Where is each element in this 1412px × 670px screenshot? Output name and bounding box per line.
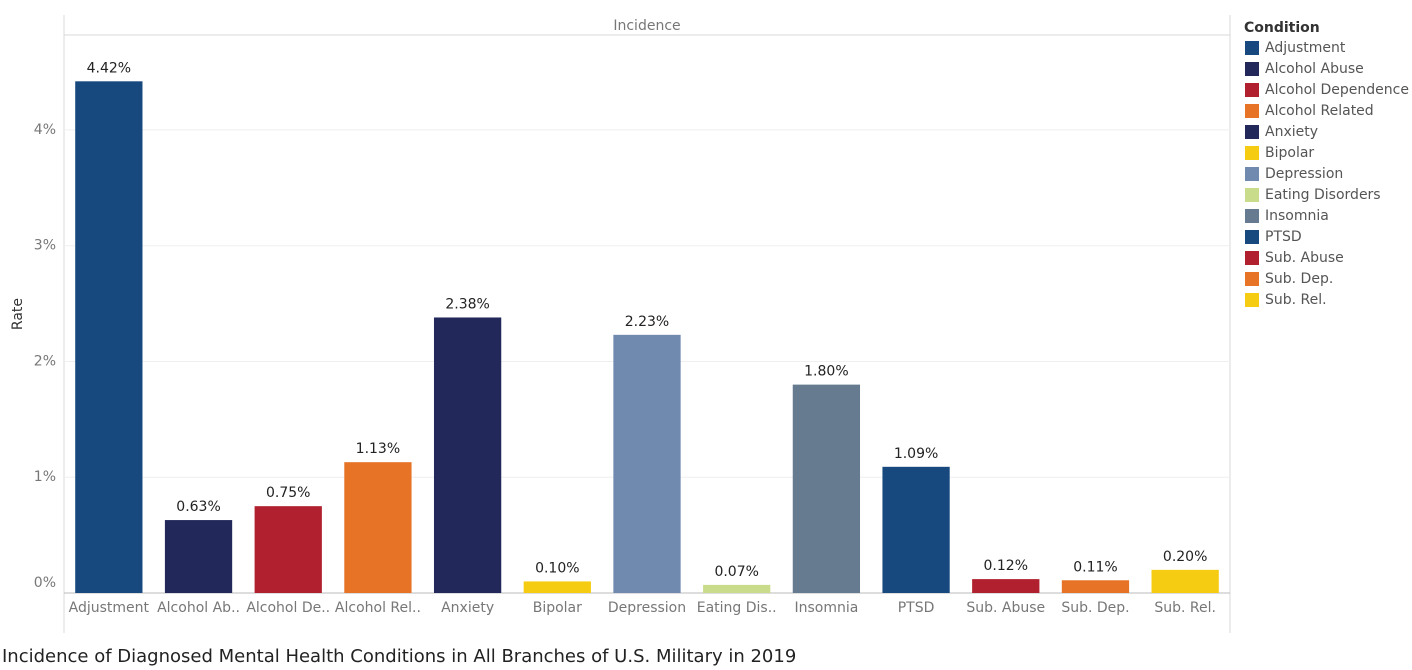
bar bbox=[882, 466, 950, 593]
legend-label: Alcohol Abuse bbox=[1265, 61, 1364, 77]
bar bbox=[972, 579, 1040, 593]
legend-swatch bbox=[1245, 62, 1259, 76]
legend-swatch bbox=[1245, 104, 1259, 118]
value-label: 0.11% bbox=[1073, 559, 1117, 575]
legend-swatch bbox=[1245, 146, 1259, 160]
bar bbox=[75, 81, 143, 593]
bar bbox=[703, 584, 771, 593]
y-tick-label: 3% bbox=[34, 238, 56, 254]
bar bbox=[254, 506, 322, 593]
value-label: 1.09% bbox=[894, 446, 938, 462]
x-tick-label: Eating Dis.. bbox=[697, 600, 777, 616]
x-tick-label: Sub. Abuse bbox=[966, 600, 1045, 616]
x-tick-label: Bipolar bbox=[533, 600, 582, 616]
bar bbox=[164, 520, 233, 593]
chart-title: Incidence of Diagnosed Mental Health Con… bbox=[2, 646, 796, 667]
bar bbox=[1151, 569, 1219, 593]
y-tick-label: 0% bbox=[34, 575, 56, 591]
x-tick-label: Anxiety bbox=[441, 600, 494, 616]
legend-swatch bbox=[1245, 188, 1259, 202]
value-label: 0.10% bbox=[535, 560, 579, 576]
legend-swatch bbox=[1245, 209, 1259, 223]
value-label: 1.13% bbox=[356, 441, 400, 457]
legend-label: PTSD bbox=[1265, 229, 1302, 245]
x-tick-label: Sub. Rel. bbox=[1154, 600, 1216, 616]
y-tick-label: 1% bbox=[34, 469, 56, 485]
legend-swatch bbox=[1245, 167, 1259, 181]
value-label: 2.23% bbox=[625, 314, 669, 330]
legend-label: Anxiety bbox=[1265, 124, 1318, 140]
value-label: 0.12% bbox=[984, 558, 1028, 574]
legend-label: Sub. Abuse bbox=[1265, 250, 1344, 266]
legend-swatch bbox=[1245, 272, 1259, 286]
legend-swatch bbox=[1245, 83, 1259, 97]
column-header: Incidence bbox=[613, 18, 680, 34]
value-label: 0.75% bbox=[266, 485, 310, 501]
x-tick-label: Alcohol Ab.. bbox=[157, 600, 240, 616]
y-tick-label: 2% bbox=[34, 353, 56, 369]
bar bbox=[433, 317, 502, 593]
bar bbox=[344, 462, 412, 593]
legend-label: Sub. Dep. bbox=[1265, 271, 1333, 287]
legend-swatch bbox=[1245, 251, 1259, 265]
legend-label: Insomnia bbox=[1265, 208, 1329, 224]
legend-swatch bbox=[1245, 125, 1259, 139]
legend-label: Alcohol Related bbox=[1265, 103, 1374, 119]
bar bbox=[523, 581, 591, 593]
legend-swatch bbox=[1245, 41, 1259, 55]
x-tick-label: Sub. Dep. bbox=[1061, 600, 1129, 616]
value-label: 4.42% bbox=[87, 60, 131, 76]
bar bbox=[613, 334, 681, 593]
legend-label: Sub. Rel. bbox=[1265, 292, 1327, 308]
legend-title: Condition bbox=[1244, 20, 1320, 36]
legend-label: Depression bbox=[1265, 166, 1343, 182]
value-label: 1.80% bbox=[804, 364, 848, 380]
legend-swatch bbox=[1245, 230, 1259, 244]
value-label: 0.63% bbox=[176, 499, 220, 515]
bar bbox=[792, 384, 861, 593]
value-label: 0.07% bbox=[714, 564, 758, 580]
legend-label: Adjustment bbox=[1265, 40, 1346, 56]
x-tick-label: Depression bbox=[608, 600, 686, 616]
legend-label: Eating Disorders bbox=[1265, 187, 1381, 203]
x-tick-label: Alcohol Rel.. bbox=[335, 600, 421, 616]
y-tick-label: 4% bbox=[34, 122, 56, 138]
legend-label: Alcohol Dependence bbox=[1265, 82, 1409, 98]
x-tick-label: Alcohol De.. bbox=[246, 600, 330, 616]
y-axis-label: Rate bbox=[10, 298, 26, 330]
x-tick-label: Insomnia bbox=[794, 600, 858, 616]
x-tick-label: Adjustment bbox=[69, 600, 150, 616]
value-label: 2.38% bbox=[445, 296, 489, 312]
x-tick-label: PTSD bbox=[898, 600, 935, 616]
bar bbox=[1061, 580, 1130, 593]
legend-swatch bbox=[1245, 293, 1259, 307]
legend-label: Bipolar bbox=[1265, 145, 1314, 161]
value-label: 0.20% bbox=[1163, 549, 1207, 565]
